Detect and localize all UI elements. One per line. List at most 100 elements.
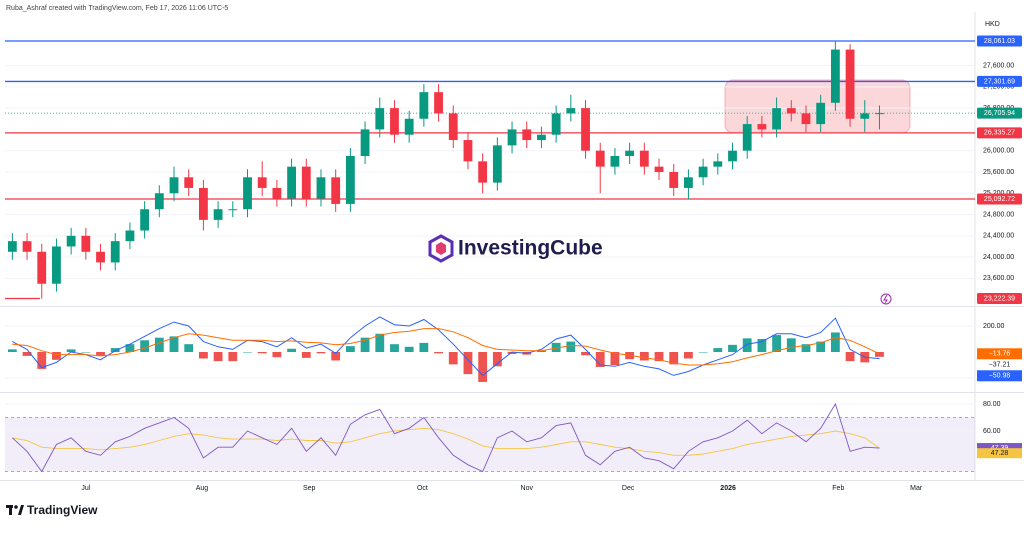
candle-body [360,129,370,157]
candle-body [492,145,502,183]
histogram-bar [184,344,194,352]
histogram-bar [390,344,399,352]
histogram-bar [801,344,811,352]
candle-body [816,102,826,125]
histogram-bar [257,351,267,354]
y-tick-label: 80.00 [983,401,1001,408]
value-tag-label: −50.98 [989,373,1011,380]
footer-brand: TradingView [27,503,98,517]
y-tick-label: 26,000.00 [983,148,1014,155]
candle-body [669,171,679,188]
histogram-bar [875,351,884,357]
candle-body [125,230,135,242]
x-tick-label: Dec [622,485,635,492]
candle-body [199,187,208,220]
candle-body [610,156,620,167]
candle-body [551,113,561,135]
y-tick-label: 60.00 [983,428,1001,435]
y-tick-label: 24,000.00 [983,254,1014,261]
candle-body [154,193,164,210]
candle-body [625,150,635,157]
price-tag [977,193,1022,205]
candle-body [375,108,385,130]
candle-body [537,134,546,141]
y-tick-label: 24,400.00 [983,233,1014,240]
y-tick-label: 24,800.00 [983,211,1014,218]
histogram-bar [830,332,840,352]
value-tag-label: 47.28 [991,450,1009,457]
candle-body [522,129,532,141]
y-tick-label: 25,600.00 [983,169,1014,176]
alert-icon[interactable] [880,293,892,305]
x-tick-label: 2026 [720,485,736,492]
candle-body [845,49,855,119]
histogram-bar [199,351,208,359]
histogram-bar [786,338,796,352]
value-tag-label: −37.21 [989,362,1011,369]
histogram-bar [169,336,179,352]
price-tag [977,292,1022,304]
candle-body [301,166,311,199]
candle-body [830,49,840,103]
histogram-bar [742,338,752,352]
x-tick-label: Nov [521,485,534,492]
candle-body [316,177,326,199]
candle-body [213,209,223,220]
candle-body [786,108,796,114]
histogram-bar [272,351,282,358]
candle-body [639,150,649,167]
rsi-band [5,417,975,472]
histogram-bar [566,341,576,352]
candle-body [169,177,179,194]
price-tag [977,107,1022,119]
histogram-bar [463,351,473,375]
watermark-icon [428,234,454,263]
candle-body [419,92,429,119]
candle-body [37,251,47,284]
price-tag-label: 26,705.94 [984,110,1015,117]
histogram-bar [772,335,781,352]
histogram-bar [845,351,855,362]
histogram-bar [551,342,561,352]
histogram-bar [228,351,238,362]
histogram-bar [345,346,355,352]
candle-body [728,150,737,162]
candle-body [566,108,576,114]
candle-body [7,241,17,252]
histogram-bar [669,351,679,365]
candle-body [390,108,399,135]
histogram-bar [287,348,296,352]
candle-body [184,177,194,188]
candle-body [404,118,414,135]
histogram-bar [375,333,385,352]
alert-bolt [883,294,888,304]
candle-body [52,246,61,284]
indicator-line [12,427,880,456]
candle-body [345,156,355,204]
candle-body [463,140,473,162]
footer-logo: TradingView [6,503,98,517]
price-tag-label: 26,335.27 [984,130,1015,137]
histogram-bar [684,351,693,359]
histogram-bar [654,351,664,362]
histogram-bar [448,351,458,365]
candle-body [243,177,252,210]
price-tag [977,127,1022,139]
histogram-bar [537,350,546,352]
candle-body [595,150,605,167]
logo-part [14,505,18,509]
candle-body [684,177,693,188]
histogram-bar [52,351,61,360]
price-tag-label: 28,061.03 [984,38,1015,45]
histogram-bar [434,351,443,354]
candle-body [507,129,517,146]
value-tag-label: −13.76 [989,351,1011,358]
candle-body [654,166,664,172]
histogram-bar [478,351,488,382]
histogram-bar [595,351,605,367]
y-tick-label: 200.00 [983,323,1005,330]
histogram-bar [37,351,47,369]
candle-body [801,113,811,125]
candle-body [875,113,884,115]
